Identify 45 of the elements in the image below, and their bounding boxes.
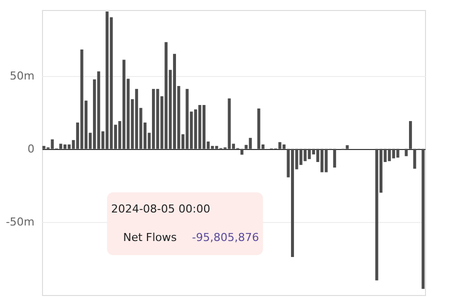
- bar: [59, 144, 62, 149]
- bar: [122, 60, 126, 149]
- y-tick-label: 50m: [10, 69, 34, 82]
- bar: [215, 146, 218, 149]
- y-tick-label: -50m: [6, 215, 34, 228]
- bar: [278, 142, 282, 149]
- bar: [210, 146, 214, 149]
- bar: [392, 148, 396, 158]
- y-tick-label: 0: [28, 142, 34, 156]
- bar: [106, 11, 109, 149]
- bar: [333, 148, 336, 168]
- bar: [291, 148, 294, 257]
- bar: [194, 109, 198, 149]
- bar: [413, 148, 416, 169]
- annotation: 2024-08-05 00:00: [111, 202, 210, 216]
- bar: [228, 98, 231, 149]
- bar: [388, 148, 391, 162]
- bar: [80, 49, 84, 149]
- bar: [164, 42, 168, 149]
- bar: [422, 148, 425, 289]
- bar: [173, 54, 176, 149]
- bar: [320, 148, 324, 172]
- bar: [304, 148, 307, 162]
- annotation: Net Flows: [123, 231, 178, 244]
- bar: [152, 88, 155, 149]
- bar: [135, 88, 138, 149]
- bar: [97, 71, 100, 149]
- bar: [248, 138, 252, 149]
- bar: [324, 148, 328, 172]
- bar: [186, 88, 189, 149]
- bar: [68, 144, 71, 149]
- bar: [257, 108, 260, 149]
- bar: [198, 105, 202, 149]
- bar: [408, 121, 412, 149]
- bar: [346, 145, 349, 149]
- bar: [308, 148, 311, 160]
- bar: [63, 144, 66, 149]
- bar: [42, 146, 46, 149]
- annotation: -95,805,876: [192, 231, 259, 244]
- bar: [282, 144, 286, 149]
- bar: [156, 88, 160, 149]
- bar: [50, 139, 54, 149]
- bar: [240, 148, 244, 155]
- bar: [202, 105, 206, 149]
- bar: [396, 148, 400, 158]
